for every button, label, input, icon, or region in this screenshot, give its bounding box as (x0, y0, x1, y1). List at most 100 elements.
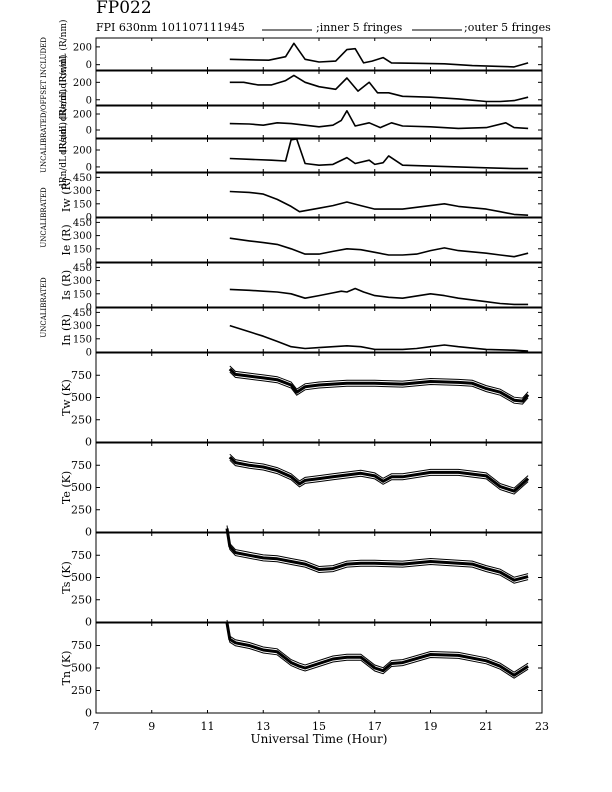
y-axis-label: Iw (R) (60, 178, 73, 212)
series-line-inner (229, 365, 529, 399)
x-tick-label: 23 (535, 720, 549, 733)
y-tick-label: 250 (71, 684, 92, 697)
x-tick-label: 9 (148, 720, 155, 733)
y-tick-label: 750 (71, 639, 92, 652)
y-tick-label: 150 (73, 289, 92, 300)
y-tick-label: 0 (85, 707, 92, 720)
y-tick-label: 0 (86, 126, 92, 137)
y-tick-label: 0 (86, 258, 92, 269)
series-line (229, 324, 529, 352)
y-axis-label: Tn (K) (60, 651, 73, 686)
panel-group-label: UNCALIBRATED (40, 187, 48, 248)
series-line-outer (229, 459, 529, 495)
y-axis-label: dRn/dL (R/nm) (58, 122, 69, 189)
x-tick-label: 21 (479, 720, 493, 733)
series-line-outer (226, 531, 529, 584)
y-axis-label: dRe/dL (R/nm) (58, 55, 69, 122)
y-axis-label: Ie (R) (60, 224, 73, 255)
panel-2: 0 200 dRs/dL (R/nm) (58, 89, 543, 155)
panel-group-label: UNCALIBRATED (40, 277, 48, 338)
page-title: FP022 (96, 0, 152, 18)
y-axis-label: Te (K) (60, 471, 73, 504)
y-tick-label: 250 (71, 503, 92, 516)
y-tick-label: 450 (73, 218, 92, 229)
y-tick-label: 500 (71, 481, 92, 494)
y-tick-label: 750 (71, 549, 92, 562)
y-tick-label: 0 (85, 436, 92, 449)
x-axis-label: Universal Time (Hour) (251, 732, 388, 746)
y-tick-label: 500 (71, 571, 92, 584)
panel-frame (95, 442, 543, 533)
y-axis-label: Is (R) (60, 270, 73, 300)
series-line (228, 456, 530, 493)
y-tick-label: 200 (73, 42, 92, 53)
panel-group-label: UNCALIBRATED/OFFSET INCLUDED (40, 37, 48, 173)
y-tick-label: 500 (71, 391, 92, 404)
y-tick-label: 0 (86, 60, 92, 71)
series-line-outer (226, 625, 529, 679)
y-axis-label: dRs/dL (R/nm) (58, 89, 69, 155)
series-line (229, 110, 529, 130)
panel-frame (95, 622, 543, 714)
x-tick-label: 11 (201, 720, 215, 733)
y-tick-label: 0 (85, 616, 92, 629)
panel-3: 0 200 dRn/dL (R/nm) (58, 122, 543, 189)
y-tick-label: 200 (73, 110, 92, 121)
x-tick-label: 15 (312, 720, 326, 733)
y-tick-label: 0 (85, 526, 92, 539)
panel-0: 0 200 dRw/dL (R/nm) (58, 19, 543, 89)
panel-frame (95, 307, 543, 353)
y-tick-label: 450 (73, 173, 92, 184)
panel-frame (95, 352, 543, 443)
legend-label-outer: ;outer 5 fringes (464, 21, 551, 34)
panel-frame (95, 172, 543, 218)
series-line (229, 74, 529, 103)
y-tick-label: 500 (71, 662, 92, 675)
y-tick-label: 250 (71, 593, 92, 606)
y-tick-label: 150 (73, 334, 92, 345)
series-line-outer (229, 371, 529, 405)
y-axis-label: Ts (K) (60, 561, 73, 593)
y-tick-label: 0 (86, 162, 92, 173)
y-tick-label: 0 (86, 213, 92, 224)
series-line (229, 287, 529, 306)
y-tick-label: 250 (71, 413, 92, 426)
legend-line-outer (412, 29, 462, 31)
y-tick-label: 450 (73, 308, 92, 319)
y-tick-label: 200 (73, 78, 92, 89)
series-line (225, 528, 529, 582)
y-tick-label: 300 (73, 186, 92, 197)
y-tick-label: 0 (86, 348, 92, 359)
panel-frame (95, 105, 543, 139)
legend-line-inner (262, 29, 312, 31)
series-line (229, 190, 529, 216)
y-tick-label: 200 (73, 146, 92, 157)
y-tick-label: 300 (73, 321, 92, 332)
y-tick-label: 0 (86, 303, 92, 314)
x-tick-label: 13 (256, 720, 270, 733)
y-tick-label: 300 (73, 231, 92, 242)
series-line (229, 138, 529, 170)
y-axis-label: Tw (K) (60, 379, 73, 416)
x-tick-label: 7 (93, 720, 100, 733)
panel-frame (95, 217, 543, 263)
x-tick-label: 17 (368, 720, 382, 733)
y-tick-label: 150 (73, 244, 92, 255)
y-tick-label: 750 (71, 459, 92, 472)
series-line-inner (226, 525, 529, 578)
page-subtitle: FPI 630nm 101107111945 (96, 21, 245, 34)
legend-label-inner: ;inner 5 fringes (316, 21, 403, 34)
series-line-inner (229, 453, 529, 489)
y-tick-label: 450 (73, 263, 92, 274)
y-tick-label: 0 (86, 95, 92, 106)
y-tick-label: 150 (73, 199, 92, 210)
series-line-inner (226, 619, 529, 673)
